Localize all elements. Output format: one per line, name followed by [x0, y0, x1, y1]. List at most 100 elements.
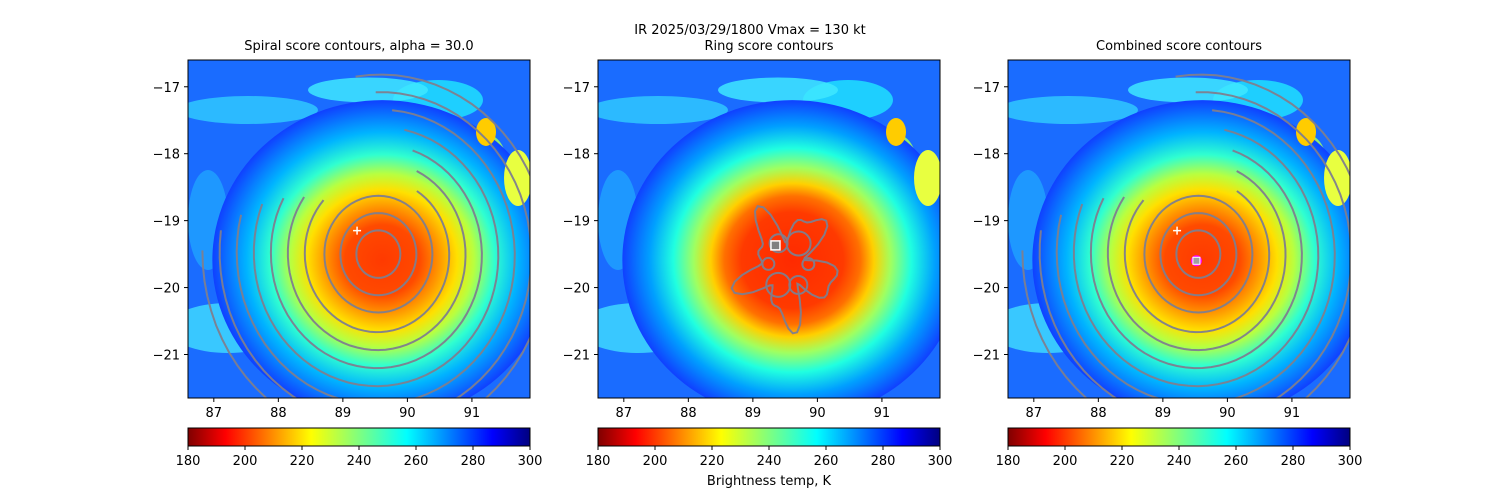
x-tick-label: 90 [1219, 406, 1236, 421]
convective-cell [1324, 150, 1350, 206]
convective-cell [1296, 118, 1316, 146]
colorbar-tick-label: 200 [643, 454, 668, 469]
spiral-contour [1055, 109, 1336, 398]
center-plus-marker [1173, 226, 1182, 235]
x-tick-label: 87 [616, 406, 633, 421]
colorbar-tick-label: 180 [176, 454, 201, 469]
cloud-band [308, 77, 428, 103]
center-square-marker [770, 240, 781, 251]
panel-2-contours [730, 204, 839, 335]
suptitle-line-1: IR 2025/03/29/1800 Vmax = 130 kt [634, 23, 866, 38]
y-tick-label: −20 [153, 282, 180, 297]
axes-frame [1007, 59, 1351, 399]
y-tick-label: −17 [153, 81, 180, 96]
ring-contour [730, 204, 839, 335]
colorbar [597, 427, 941, 447]
x-tick-label: 87 [206, 406, 223, 421]
x-tick-label: 89 [335, 406, 352, 421]
x-tick-label: 88 [270, 406, 287, 421]
spiral-contour [1089, 149, 1303, 370]
y-tick-label: −21 [973, 348, 1000, 363]
spiral-contour [355, 229, 402, 279]
spiral-contour [218, 91, 530, 398]
y-tick-label: −20 [973, 282, 1000, 297]
storm-core [212, 100, 530, 398]
panel-1-title: Spiral score contours, alpha = 30.0 [244, 39, 474, 54]
convective-cell [914, 150, 940, 206]
figure-suptitle: IR 2025/03/29/1800 Vmax = 130 kt [0, 22, 1500, 39]
cloud-band [718, 77, 838, 103]
spiral-contour [269, 149, 483, 370]
ring-contour [801, 257, 816, 272]
spiral-contour [1143, 194, 1254, 314]
colorbar-tick-label: 260 [404, 454, 429, 469]
y-tick-label: −18 [153, 148, 180, 163]
axes-frame [187, 59, 531, 399]
spiral-contour [1175, 229, 1222, 279]
colorbar-tick-label: 220 [290, 454, 315, 469]
colorbar-tick-label: 240 [347, 454, 372, 469]
center-square-marker [1192, 256, 1201, 265]
spiral-contour [1159, 212, 1238, 297]
x-tick-label: 87 [1026, 406, 1043, 421]
colorbar-tick-label: 280 [461, 454, 486, 469]
x-tick-label: 88 [1090, 406, 1107, 421]
colorbar-tick-label: 180 [586, 454, 611, 469]
ring-contour [765, 271, 792, 298]
spiral-contour [235, 109, 516, 398]
colorbar-tick-label: 280 [1281, 454, 1306, 469]
colorbar-tick-label: 260 [1224, 454, 1249, 469]
panel-2-title: Ring score contours [704, 39, 834, 54]
x-tick-label: 91 [1284, 406, 1301, 421]
colorbar-tick-label: 280 [871, 454, 896, 469]
cloud-band [598, 96, 728, 124]
x-tick-label: 88 [680, 406, 697, 421]
panel-3-title: Combined score contours [1096, 39, 1262, 54]
ring-contour [785, 230, 812, 257]
spiral-contour [286, 170, 467, 352]
spiral-contour [339, 212, 418, 297]
spiral-contour [1021, 73, 1350, 398]
colorbar [187, 427, 531, 447]
panel-1-ir-image [188, 60, 530, 398]
ring-contour [761, 256, 776, 271]
colorbar-label: Brightness temp, K [707, 474, 832, 489]
convective-cell [476, 118, 496, 146]
y-tick-label: −21 [563, 348, 590, 363]
y-tick-label: −19 [153, 215, 180, 230]
spiral-contour [252, 128, 500, 388]
panel-3-contours [1021, 73, 1350, 398]
colorbar-tick-label: 240 [1167, 454, 1192, 469]
x-tick-label: 91 [464, 406, 481, 421]
colorbar-tick-label: 300 [518, 454, 543, 469]
y-tick-label: −17 [973, 81, 1000, 96]
spiral-contour [1106, 170, 1287, 352]
panel-3: 87 88 89 90 91 −17 −18 −19 −20 −21 180 200 220 240 260… [973, 59, 1362, 469]
x-tick-label: 89 [745, 406, 762, 421]
storm-core [1032, 100, 1350, 398]
colorbar-tick-label: 180 [996, 454, 1021, 469]
axes-frame [597, 59, 941, 399]
panel-2-ir-image [598, 60, 940, 398]
colorbar-tick-label: 200 [1053, 454, 1078, 469]
cloud-band [1128, 77, 1248, 103]
y-tick-label: −19 [563, 215, 590, 230]
colorbar-tick-label: 200 [233, 454, 258, 469]
y-tick-label: −21 [153, 348, 180, 363]
spiral-contour [1072, 128, 1320, 388]
x-tick-label: 89 [1155, 406, 1172, 421]
panel-1: 87 88 89 90 91 −17 −18 −19 −20 −21 180 200 220 240 260… [153, 59, 543, 469]
colorbar-tick-label: 220 [700, 454, 725, 469]
center-plus-marker [353, 226, 362, 235]
x-tick-label: 90 [809, 406, 826, 421]
colorbar-tick-label: 300 [928, 454, 953, 469]
x-tick-label: 90 [399, 406, 416, 421]
y-tick-label: −20 [563, 282, 590, 297]
spiral-contour [303, 190, 451, 334]
spiral-contour [323, 194, 434, 314]
y-tick-label: −19 [973, 215, 1000, 230]
convective-cell [504, 150, 530, 206]
x-tick-label: 91 [874, 406, 891, 421]
colorbar [1007, 427, 1351, 447]
